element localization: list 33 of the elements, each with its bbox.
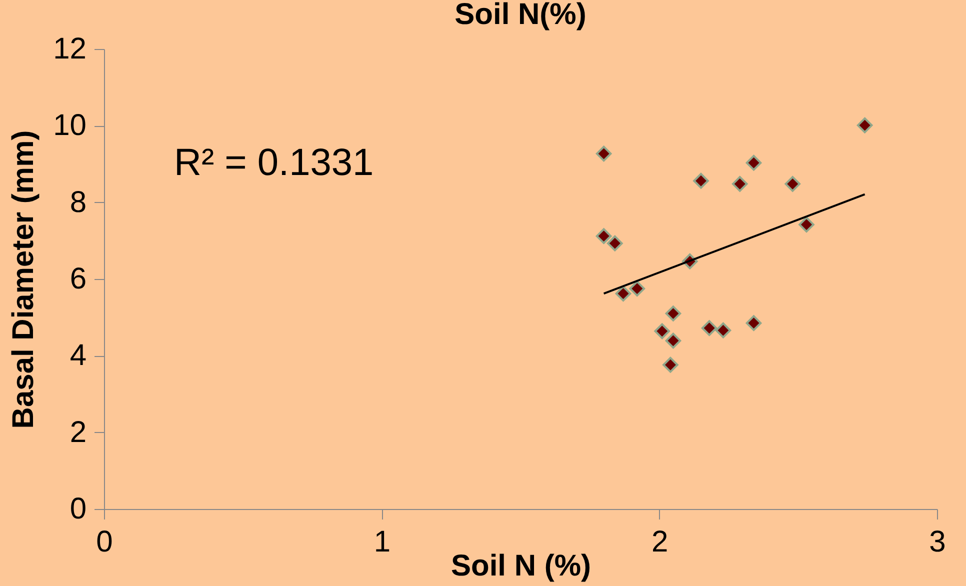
y-tick-label: 12: [53, 32, 86, 66]
x-tick-label: 2: [651, 526, 668, 558]
y-tick-label: 10: [53, 109, 86, 142]
point: [856, 117, 873, 134]
y-tick-label: 6: [70, 262, 86, 296]
x-tick-label: 3: [929, 526, 946, 558]
annotation: R² = 0.1331: [174, 142, 374, 184]
point: [732, 176, 748, 192]
x-tick-label: 0: [96, 526, 113, 558]
point: [615, 286, 632, 302]
point: [715, 322, 732, 338]
y-axis-title: Basal Diameter (mm): [7, 130, 40, 429]
point: [693, 172, 709, 189]
point: [798, 216, 814, 232]
chart-title: Soil N(%): [454, 0, 586, 31]
point: [784, 176, 801, 192]
point: [665, 332, 682, 349]
point: [746, 154, 762, 171]
y-tick-label: 4: [70, 339, 86, 372]
point: [654, 323, 670, 340]
point: [607, 235, 623, 252]
x-axis-title: Soil N (%): [451, 550, 591, 582]
point: [701, 320, 718, 336]
y-tick-label: 0: [70, 492, 86, 526]
point: [662, 356, 678, 373]
y-tick-label: 2: [70, 416, 86, 449]
point: [629, 280, 646, 296]
point: [596, 228, 612, 244]
point: [665, 306, 682, 322]
point: [746, 315, 762, 331]
point: [596, 146, 612, 162]
x-tick-label: 1: [374, 526, 391, 558]
y-tick-label: 8: [70, 186, 86, 219]
